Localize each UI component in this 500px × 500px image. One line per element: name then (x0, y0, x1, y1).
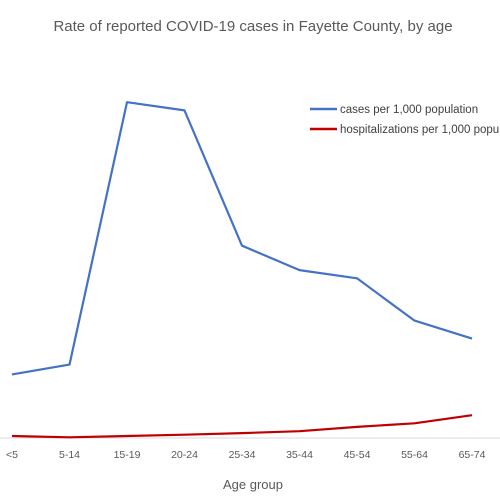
x-tick-label: 5-14 (59, 449, 80, 461)
x-axis-label: Age group (223, 477, 283, 492)
series-line-0 (11, 101, 473, 376)
x-tick-label: 45-54 (344, 449, 371, 461)
x-tick-label: 25-34 (229, 449, 256, 461)
x-tick-label: <5 (6, 449, 18, 461)
x-tick-label: 20-24 (171, 449, 198, 461)
chart-title: Rate of reported COVID-19 cases in Fayet… (53, 18, 452, 35)
x-tick-label: 35-44 (286, 449, 313, 461)
legend: cases per 1,000 population hospitalizatio… (310, 104, 500, 136)
x-tick-label: 15-19 (114, 449, 141, 461)
x-tick-label: 55-64 (401, 449, 428, 461)
legend-label-0: cases per 1,000 population (340, 104, 478, 116)
x-tick-labels: <5 5-14 15-19 20-24 25-34 35-44 45-54 55-64 65-7… (6, 449, 486, 461)
series-line-1 (11, 414, 473, 439)
legend-label-1: hospitalizations per 1,000 population (340, 124, 500, 136)
x-tick-label: 65-74 (459, 449, 486, 461)
series-layer (11, 101, 473, 439)
